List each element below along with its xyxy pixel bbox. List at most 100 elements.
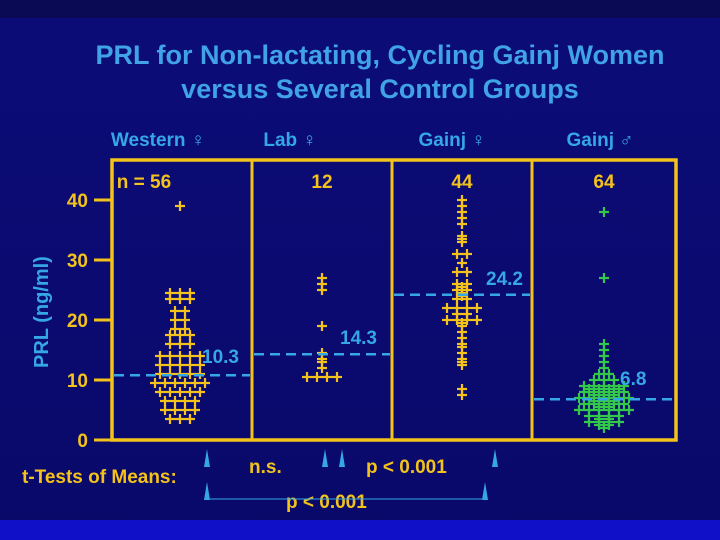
data-point xyxy=(457,258,467,268)
data-point xyxy=(457,390,467,400)
data-point xyxy=(180,378,190,388)
data-point xyxy=(462,303,472,313)
arrow-lab-1 xyxy=(322,449,328,467)
data-point xyxy=(170,405,180,415)
arrow-western-2 xyxy=(204,482,210,500)
data-point xyxy=(312,372,322,382)
data-point xyxy=(185,414,195,424)
data-point xyxy=(604,420,614,430)
data-point xyxy=(165,294,175,304)
data-point xyxy=(175,387,185,397)
data-point xyxy=(195,387,205,397)
data-point xyxy=(599,375,609,385)
data-point xyxy=(317,273,327,283)
top-border xyxy=(0,0,720,18)
data-point xyxy=(160,405,170,415)
data-point xyxy=(190,405,200,415)
data-point xyxy=(317,321,327,331)
data-point xyxy=(452,294,462,304)
data-point xyxy=(322,372,332,382)
data-point xyxy=(185,387,195,397)
data-point xyxy=(332,372,342,382)
data-point xyxy=(317,354,327,364)
bottom-border xyxy=(0,520,720,540)
data-point xyxy=(594,402,604,412)
y-tick-label: 20 xyxy=(67,311,88,332)
data-point xyxy=(165,351,175,361)
data-point xyxy=(165,330,175,340)
data-point xyxy=(457,318,467,328)
y-tick-label: 30 xyxy=(67,251,88,272)
data-point xyxy=(165,414,175,424)
group-n-label: 64 xyxy=(593,172,615,193)
data-point xyxy=(599,396,609,406)
group-name: Gainj ♂ xyxy=(566,130,633,151)
data-point xyxy=(175,360,185,370)
data-point xyxy=(170,324,180,334)
data-point xyxy=(599,273,609,283)
data-point xyxy=(574,405,584,415)
data-point xyxy=(462,249,472,259)
data-point xyxy=(175,201,185,211)
data-point xyxy=(155,387,165,397)
ttest-result-gainj-female: p < 0.001 xyxy=(366,457,447,478)
data-point xyxy=(185,294,195,304)
data-point xyxy=(150,378,160,388)
data-point xyxy=(624,405,634,415)
data-point xyxy=(589,375,599,385)
data-point xyxy=(185,339,195,349)
data-point xyxy=(614,405,624,415)
group-panels xyxy=(110,158,678,442)
data-point xyxy=(195,351,205,361)
data-point xyxy=(594,420,604,430)
chart-title-line-1: PRL for Non-lactating, Cycling Gainj Wom… xyxy=(95,40,665,70)
data-point xyxy=(175,330,185,340)
data-point xyxy=(170,306,180,316)
data-point xyxy=(462,267,472,277)
data-point xyxy=(195,360,205,370)
data-point xyxy=(190,396,200,406)
data-point xyxy=(185,330,195,340)
data-point xyxy=(155,351,165,361)
data-point xyxy=(442,315,452,325)
data-point xyxy=(457,360,467,370)
data-point xyxy=(594,384,604,394)
ttest-label: t-Tests of Means: xyxy=(22,467,177,488)
data-point xyxy=(452,249,462,259)
data-point xyxy=(619,399,629,409)
group-n-label: 44 xyxy=(451,172,473,193)
arrow-lab-2 xyxy=(339,449,345,467)
data-point xyxy=(472,315,482,325)
data-point xyxy=(604,369,614,379)
arrow-gainj-female-1 xyxy=(492,449,498,467)
data-point xyxy=(155,360,165,370)
data-point xyxy=(452,267,462,277)
plot-frame xyxy=(110,158,678,442)
data-point xyxy=(165,360,175,370)
data-point xyxy=(170,378,180,388)
group-name: Gainj ♀ xyxy=(418,130,485,151)
y-axis-label: PRL (ng/ml) xyxy=(31,256,53,368)
group-n-label: 12 xyxy=(311,172,332,193)
ttest-result-western-vs-gainj: p < 0.001 xyxy=(286,492,367,513)
data-point xyxy=(614,384,624,394)
group-headers: Western ♀ n = 56 Lab ♀ 12 Gainj ♀ 44 Gainj ♂ 64 xyxy=(111,130,634,193)
mean-lines: 10.3 14.3 24.2 6.8 xyxy=(114,269,674,401)
chart-title: PRL for Non-lactating, Cycling Gainj Wom… xyxy=(60,38,700,106)
y-tick-label: 0 xyxy=(77,431,88,452)
data-point xyxy=(180,315,190,325)
data-point xyxy=(457,195,467,205)
data-point xyxy=(609,396,619,406)
y-tick-label: 10 xyxy=(67,371,88,392)
y-tick-labels: 0 10 20 30 40 xyxy=(67,191,112,452)
chart-title-line-2: versus Several Control Groups xyxy=(181,74,579,104)
data-point xyxy=(165,339,175,349)
ttest-result-ns: n.s. xyxy=(249,457,282,478)
mean-label: 24.2 xyxy=(486,269,523,290)
data-point xyxy=(584,405,594,415)
group-n-label: n = 56 xyxy=(117,172,171,193)
arrow-gainj-female-2 xyxy=(482,482,488,500)
data-point xyxy=(594,369,604,379)
